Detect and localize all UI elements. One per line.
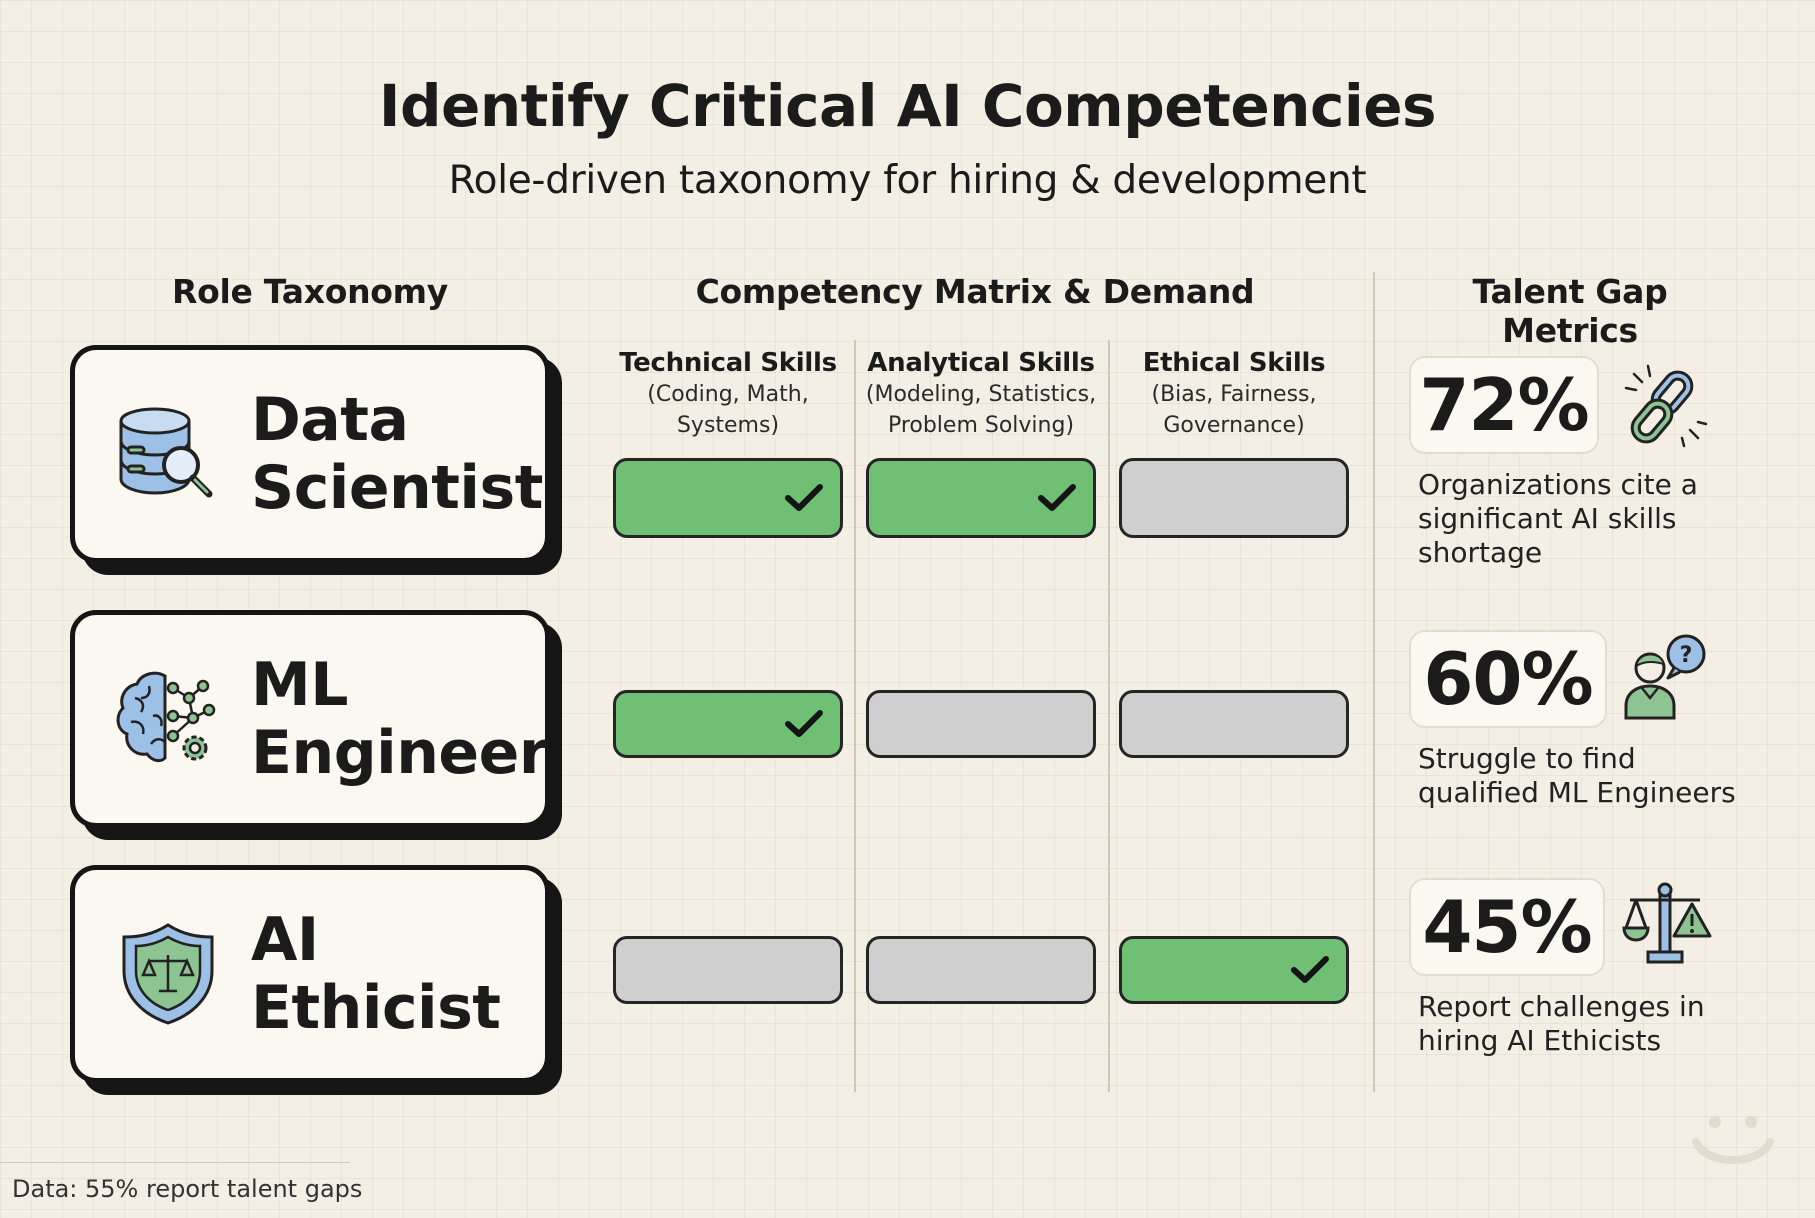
svg-text:?: ? bbox=[1680, 643, 1693, 668]
metric-value: 45% bbox=[1409, 878, 1605, 976]
role-label: Data Scientist bbox=[251, 385, 543, 523]
matrix-cell-ai-ethicist-ethical bbox=[1119, 936, 1349, 1004]
database-search-icon bbox=[119, 407, 213, 498]
data-footnote: Data: 55% report talent gaps bbox=[12, 1175, 363, 1203]
smiley-icon bbox=[1692, 1116, 1774, 1164]
role-label: AI Ethicist bbox=[251, 905, 501, 1043]
person-question-icon: ? bbox=[1624, 634, 1706, 720]
matrix-cell-data-scientist-analytical bbox=[866, 458, 1096, 538]
skill-header-ethical: Ethical Skills (Bias, Fairness, Governan… bbox=[1142, 348, 1326, 438]
metrics-divider bbox=[1373, 272, 1375, 1092]
matrix-cell-data-scientist-ethical bbox=[1119, 458, 1349, 538]
broken-chain-icon bbox=[1624, 364, 1708, 448]
skill-header-technical: Technical Skills (Coding, Math, Systems) bbox=[619, 348, 837, 438]
scales-warning-icon bbox=[1622, 882, 1712, 964]
checkmark-icon bbox=[785, 710, 823, 737]
page-subtitle: Role-driven taxonomy for hiring & develo… bbox=[448, 158, 1367, 203]
metric-value: 60% bbox=[1409, 630, 1607, 728]
matrix-cell-ml-engineer-technical bbox=[613, 690, 843, 758]
role-card-ai-ethicist: AI Ethicist bbox=[70, 865, 550, 1083]
checkmark-icon bbox=[785, 484, 823, 511]
metric-description: Organizations cite a significant AI skill… bbox=[1418, 468, 1698, 569]
competency-matrix-heading: Competency Matrix & Demand bbox=[695, 272, 1255, 311]
role-label: ML Engineer bbox=[251, 650, 548, 788]
matrix-cell-ml-engineer-analytical bbox=[866, 690, 1096, 758]
skill-header-analytical: Analytical Skills (Modeling, Statistics,… bbox=[865, 348, 1097, 438]
matrix-cell-ai-ethicist-technical bbox=[613, 936, 843, 1004]
matrix-cell-ml-engineer-ethical bbox=[1119, 690, 1349, 758]
matrix-column-divider bbox=[1108, 340, 1110, 1092]
matrix-cell-ai-ethicist-analytical bbox=[866, 936, 1096, 1004]
metric-description: Struggle to find qualified ML Engineers bbox=[1418, 742, 1736, 809]
footnote-divider bbox=[0, 1162, 350, 1163]
matrix-column-divider bbox=[854, 340, 856, 1092]
role-taxonomy-heading: Role Taxonomy bbox=[172, 272, 448, 311]
shield-scales-icon bbox=[122, 923, 214, 1025]
checkmark-icon bbox=[1038, 484, 1076, 511]
metric-value: 72% bbox=[1409, 356, 1599, 454]
page-title: Identify Critical AI Competencies bbox=[378, 72, 1437, 140]
metric-description: Report challenges in hiring AI Ethicists bbox=[1418, 990, 1705, 1057]
checkmark-icon bbox=[1291, 956, 1329, 983]
brain-network-icon bbox=[116, 671, 216, 763]
matrix-cell-data-scientist-technical bbox=[613, 458, 843, 538]
role-card-ml-engineer: ML Engineer bbox=[70, 610, 550, 828]
talent-gap-heading: Talent Gap Metrics bbox=[1472, 272, 1668, 350]
role-card-data-scientist: Data Scientist bbox=[70, 345, 550, 563]
